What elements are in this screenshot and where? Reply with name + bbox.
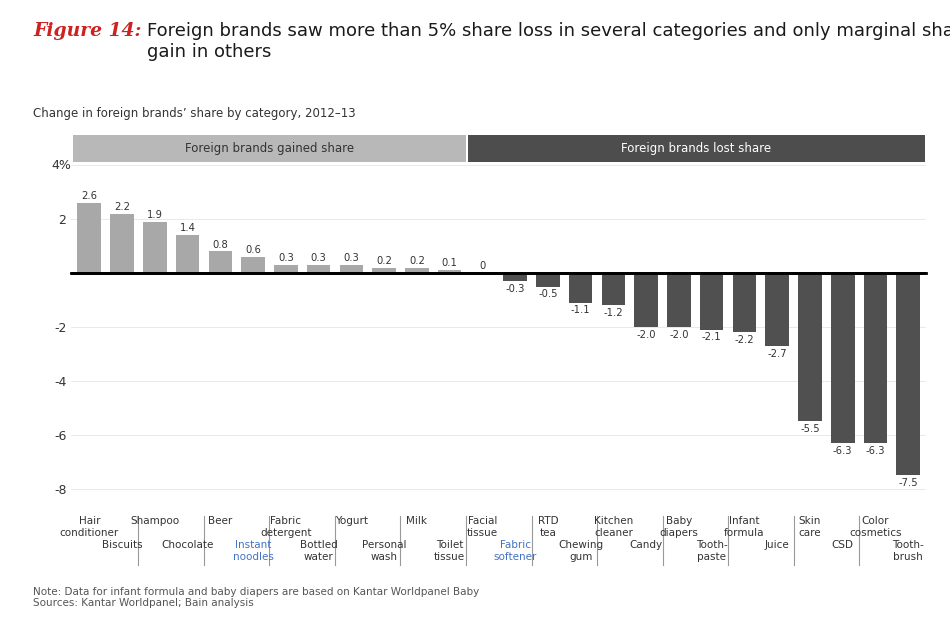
Bar (78, 203, 101, 273)
Bar (274, 265, 297, 273)
Bar (732, 273, 756, 333)
Text: Chewing
gum: Chewing gum (558, 540, 603, 562)
Text: 0.2: 0.2 (376, 256, 392, 266)
Bar (569, 273, 593, 303)
Text: Biscuits: Biscuits (102, 540, 142, 550)
Text: -1.2: -1.2 (603, 308, 623, 318)
Text: Tooth-
brush: Tooth- brush (892, 540, 924, 562)
Text: Foreign brands saw more than 5% share loss in several categories and only margin: Foreign brands saw more than 5% share lo… (147, 22, 950, 61)
Text: Beer: Beer (208, 516, 233, 526)
Text: Milk: Milk (407, 516, 428, 526)
Text: Candy: Candy (630, 540, 663, 550)
Text: 2.2: 2.2 (114, 202, 130, 212)
Bar (667, 273, 691, 327)
Text: Bottled
water: Bottled water (299, 540, 337, 562)
Text: 0.8: 0.8 (213, 240, 228, 250)
Text: Tooth-
paste: Tooth- paste (695, 540, 728, 562)
Text: Foreign brands lost share: Foreign brands lost share (621, 142, 771, 155)
Text: 1.9: 1.9 (147, 210, 162, 220)
Text: 0.6: 0.6 (245, 245, 261, 255)
Text: Fabric
softener: Fabric softener (493, 540, 537, 562)
Text: -5.5: -5.5 (800, 424, 820, 434)
Text: Toilet
tissue: Toilet tissue (434, 540, 466, 562)
Text: -6.3: -6.3 (833, 446, 852, 456)
Bar (536, 273, 560, 286)
Bar (766, 273, 789, 346)
Text: CSD: CSD (831, 540, 854, 550)
Text: Shampoo: Shampoo (130, 516, 180, 526)
Bar (864, 273, 887, 443)
Text: Yogurt: Yogurt (334, 516, 368, 526)
Text: Facial
tissue: Facial tissue (466, 516, 498, 537)
Bar (405, 268, 428, 273)
Text: 0.3: 0.3 (311, 253, 327, 263)
Bar (307, 265, 331, 273)
Text: -0.5: -0.5 (538, 289, 558, 299)
Bar (831, 273, 854, 443)
Text: -2.7: -2.7 (768, 349, 787, 359)
Bar (798, 273, 822, 421)
Text: -6.3: -6.3 (865, 446, 885, 456)
Bar (372, 268, 396, 273)
Bar (700, 273, 724, 329)
Text: 0.3: 0.3 (344, 253, 359, 263)
Text: Baby
diapers: Baby diapers (659, 516, 698, 537)
Text: 2.6: 2.6 (82, 191, 97, 201)
Bar (339, 265, 363, 273)
Text: 4%: 4% (51, 158, 71, 172)
Text: -1.1: -1.1 (571, 305, 591, 315)
Bar (601, 273, 625, 305)
Text: Foreign brands gained share: Foreign brands gained share (185, 142, 354, 155)
Bar (208, 251, 232, 273)
Text: Change in foreign brands’ share by category, 2012–13: Change in foreign brands’ share by categ… (33, 107, 356, 120)
Bar (438, 270, 462, 273)
Bar (635, 273, 658, 327)
Bar (143, 222, 166, 273)
Text: 0.2: 0.2 (408, 256, 425, 266)
Text: 0.3: 0.3 (278, 253, 294, 263)
Text: -2.0: -2.0 (636, 329, 655, 339)
Text: Infant
formula: Infant formula (724, 516, 765, 537)
Text: Kitchen
cleaner: Kitchen cleaner (594, 516, 633, 537)
Text: Skin
care: Skin care (799, 516, 821, 537)
Text: -2.2: -2.2 (734, 335, 754, 345)
Text: Hair
conditioner: Hair conditioner (60, 516, 119, 537)
Text: Note: Data for infant formula and baby diapers are based on Kantar Worldpanel Ba: Note: Data for infant formula and baby d… (33, 587, 480, 608)
Bar (504, 273, 527, 281)
Text: 0.1: 0.1 (442, 258, 458, 268)
Text: Juice: Juice (765, 540, 789, 550)
Text: 0: 0 (479, 261, 485, 271)
Bar (176, 235, 200, 273)
Text: Figure 14:: Figure 14: (33, 22, 142, 40)
Bar (241, 257, 265, 273)
Text: -0.3: -0.3 (505, 284, 524, 294)
Text: -7.5: -7.5 (899, 478, 918, 488)
Text: -2.0: -2.0 (669, 329, 689, 339)
Text: Chocolate: Chocolate (162, 540, 214, 550)
Text: RTD
tea: RTD tea (538, 516, 559, 537)
Text: Personal
wash: Personal wash (362, 540, 407, 562)
Text: Fabric
detergent: Fabric detergent (260, 516, 312, 537)
Text: Color
cosmetics: Color cosmetics (849, 516, 902, 537)
Text: Instant
noodles: Instant noodles (233, 540, 274, 562)
Bar (110, 213, 134, 273)
Bar (897, 273, 920, 475)
Text: -2.1: -2.1 (702, 333, 721, 343)
Text: 1.4: 1.4 (180, 223, 196, 233)
